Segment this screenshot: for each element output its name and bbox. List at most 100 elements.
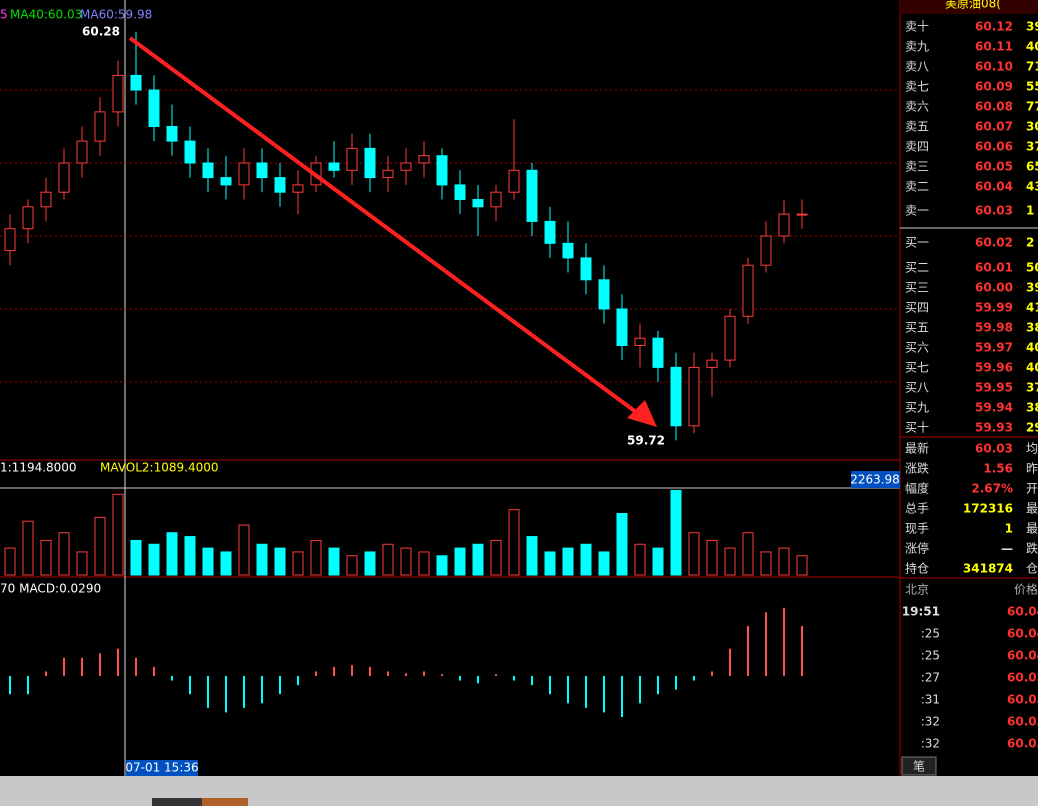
- book-label: 卖四: [905, 140, 929, 154]
- volume-bar: [634, 543, 646, 576]
- candle-body: [778, 213, 790, 237]
- book-price: 59.95: [975, 381, 1013, 395]
- book-volume: 43: [1026, 180, 1038, 194]
- book-volume: 39: [1026, 20, 1038, 34]
- volume-bar: [508, 509, 520, 576]
- book-label: 买二: [905, 261, 929, 275]
- volume-bar: [4, 547, 16, 576]
- time-box: [126, 760, 198, 776]
- book-volume: 55: [1026, 80, 1038, 94]
- book-volume: 38: [1026, 321, 1038, 335]
- quote-label: 涨停: [905, 541, 929, 556]
- tick-price: 60.04: [1007, 649, 1038, 663]
- volume-bar: [760, 551, 772, 576]
- volume-bar: [796, 555, 808, 576]
- volume-bar: [400, 547, 412, 576]
- book-price: 59.96: [975, 361, 1013, 375]
- tick-time: :32: [921, 715, 940, 729]
- book-volume: 37: [1026, 140, 1038, 154]
- volume-bar: [166, 532, 178, 576]
- volume-bar: [742, 532, 754, 576]
- book-price: 60.11: [975, 40, 1013, 54]
- candle-body: [742, 264, 754, 317]
- tick-time: :25: [921, 649, 940, 663]
- candle-body: [22, 206, 34, 230]
- candle-body: [454, 184, 466, 200]
- quote-label: 仓: [1026, 562, 1038, 576]
- book-label: 买一: [905, 236, 929, 250]
- tick-head: 价格: [1014, 582, 1038, 597]
- candle-body: [670, 366, 682, 427]
- ma-label: MA40:60.03: [10, 8, 82, 22]
- book-label: 卖三: [905, 160, 929, 174]
- volume-bar: [706, 539, 718, 576]
- tab: [152, 798, 202, 806]
- tick-price: 60.03: [1007, 715, 1038, 729]
- candle-body: [508, 169, 520, 193]
- quote-value: 60.03: [975, 442, 1013, 456]
- tick-time: :32: [921, 737, 940, 751]
- book-volume: 41: [1026, 301, 1038, 315]
- book-volume: 40: [1026, 341, 1038, 355]
- tick-time: :27: [921, 671, 940, 685]
- volume-bar: [292, 551, 304, 576]
- tab[interactable]: [901, 756, 937, 776]
- volume-bar: [274, 547, 286, 576]
- candle-body: [382, 169, 394, 179]
- tick-price: 60.03: [1007, 693, 1038, 707]
- volume-bar: [562, 547, 574, 576]
- quote-value: 172316: [963, 502, 1013, 516]
- quote-label: 均: [1026, 442, 1038, 456]
- candle-body: [760, 235, 772, 266]
- candle-body: [112, 74, 124, 113]
- book-price: 60.12: [975, 20, 1013, 34]
- book-volume: 38: [1026, 401, 1038, 415]
- candle-body: [616, 308, 628, 346]
- quote-value: 1.56: [983, 462, 1013, 476]
- book-price: 60.05: [975, 160, 1013, 174]
- tick-price: 60.04: [1007, 627, 1038, 641]
- volume-bar: [544, 551, 556, 576]
- candle-body: [436, 155, 448, 186]
- volume-bar: [112, 493, 124, 576]
- quote-label: 持仓: [905, 561, 929, 576]
- tab: [202, 798, 248, 806]
- candle-body: [400, 162, 412, 171]
- ma-label: 5: [0, 8, 8, 22]
- quote-label: 现手: [905, 522, 929, 536]
- book-label: 买四: [905, 301, 929, 315]
- candle-body: [418, 155, 430, 164]
- book-price: 60.08: [975, 100, 1013, 114]
- volume-bar: [184, 536, 196, 576]
- book-label: 卖八: [905, 60, 929, 74]
- volume-bar: [724, 547, 736, 576]
- quote-label: 总手: [905, 502, 929, 516]
- candle-body: [364, 147, 376, 179]
- book-price: 60.00: [975, 281, 1013, 295]
- trend-arrow: [128, 36, 642, 417]
- candle-body: [526, 169, 538, 222]
- volume-bar: [22, 520, 34, 576]
- book-label: 买八: [905, 381, 929, 395]
- vol-top: 2263.98: [850, 473, 900, 487]
- volume-bar: [472, 543, 484, 576]
- volume-bar: [382, 543, 394, 576]
- candle-body: [544, 220, 556, 244]
- book-volume: 40: [1026, 40, 1038, 54]
- candle-body: [634, 337, 646, 347]
- candle-body: [706, 359, 718, 368]
- volume-bar: [310, 539, 322, 576]
- candle-body: [274, 177, 286, 193]
- quote-label: 幅度: [905, 481, 929, 496]
- volume-bar: [94, 516, 106, 576]
- quote-label: 开: [1026, 482, 1038, 496]
- volume-bar: [40, 539, 52, 576]
- book-volume: 65: [1026, 160, 1038, 174]
- tick-head: 北京: [905, 583, 929, 597]
- volume-bar: [418, 551, 430, 576]
- book-volume: 71: [1026, 60, 1038, 74]
- book-volume: 29: [1026, 421, 1038, 435]
- candle-body: [472, 199, 484, 208]
- candle-body: [184, 140, 196, 164]
